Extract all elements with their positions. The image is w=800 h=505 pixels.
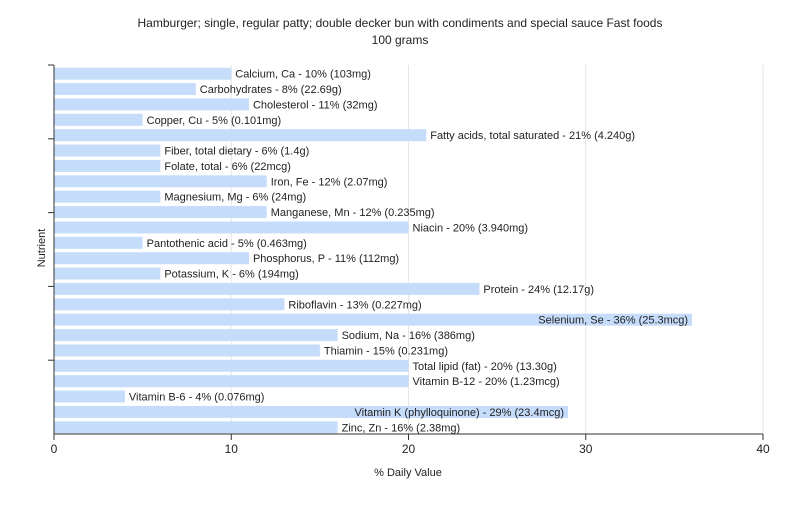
bar-label: Riboflavin - 13% (0.227mg) bbox=[288, 299, 421, 311]
bar bbox=[54, 421, 338, 434]
bar bbox=[54, 206, 267, 219]
bar-label: Total lipid (fat) - 20% (13.30g) bbox=[413, 361, 557, 373]
bar bbox=[54, 344, 320, 357]
bar bbox=[54, 221, 409, 234]
bar-label: Folate, total - 6% (22mcg) bbox=[164, 161, 291, 173]
x-tick-label: 0 bbox=[51, 442, 58, 456]
x-tick-label: 10 bbox=[225, 442, 239, 456]
bars: Calcium, Ca - 10% (103mg) Carbohydrates -… bbox=[54, 67, 693, 434]
bar bbox=[54, 390, 125, 403]
bar bbox=[54, 236, 143, 249]
bar bbox=[54, 144, 161, 157]
bar-label: Phosphorus, P - 11% (112mg) bbox=[253, 253, 399, 265]
bar-label: Sodium, Na - 16% (386mg) bbox=[342, 330, 475, 342]
bar bbox=[54, 298, 285, 311]
bar bbox=[54, 98, 249, 111]
bar-label: Protein - 24% (12.17g) bbox=[483, 284, 594, 296]
bar bbox=[54, 405, 569, 418]
bar bbox=[54, 313, 693, 326]
bar-label: Potassium, K - 6% (194mg) bbox=[164, 269, 299, 281]
bar-label: Niacin - 20% (3.940mg) bbox=[413, 222, 529, 234]
bar bbox=[54, 375, 409, 388]
bar-label: Fiber, total dietary - 6% (1.4g) bbox=[164, 146, 309, 158]
bar-label: Copper, Cu - 5% (0.101mg) bbox=[147, 115, 282, 127]
chart-subtitle: 100 grams bbox=[372, 33, 429, 47]
chart-title: Hamburger; single, regular patty; double… bbox=[138, 16, 663, 30]
bar-label: Cholesterol - 11% (32mg) bbox=[253, 99, 378, 111]
x-tick-label: 30 bbox=[579, 442, 593, 456]
bar bbox=[54, 159, 161, 172]
bar bbox=[54, 67, 232, 80]
bar bbox=[54, 252, 249, 265]
bar-label: Thiamin - 15% (0.231mg) bbox=[324, 345, 448, 357]
bar bbox=[54, 329, 338, 342]
bar-label: Magnesium, Mg - 6% (24mg) bbox=[164, 192, 306, 204]
bar-label: Zinc, Zn - 16% (2.38mg) bbox=[342, 422, 461, 434]
bar bbox=[54, 83, 196, 96]
bar-label: Calcium, Ca - 10% (103mg) bbox=[235, 69, 371, 81]
bar-label: Pantothenic acid - 5% (0.463mg) bbox=[147, 238, 307, 250]
bar-label: Vitamin K (phylloquinone) - 29% (23.4mcg… bbox=[355, 407, 565, 419]
bar-label: Iron, Fe - 12% (2.07mg) bbox=[271, 176, 388, 188]
bar bbox=[54, 113, 143, 126]
bar-label: Selenium, Se - 36% (25.3mcg) bbox=[538, 315, 688, 327]
y-axis-label: Nutrient bbox=[36, 229, 48, 268]
x-axis-label: % Daily Value bbox=[374, 467, 442, 479]
bar bbox=[54, 129, 427, 142]
x-tick-label: 40 bbox=[756, 442, 770, 456]
bar-label: Vitamin B-6 - 4% (0.076mg) bbox=[129, 392, 265, 404]
bar-label: Manganese, Mn - 12% (0.235mg) bbox=[271, 207, 435, 219]
bar-label: Carbohydrates - 8% (22.69g) bbox=[200, 84, 342, 96]
x-tick-label: 20 bbox=[402, 442, 416, 456]
gridlines bbox=[230, 65, 764, 434]
bar bbox=[54, 267, 161, 280]
bar bbox=[54, 190, 161, 203]
axes: 0 10 20 30 40 bbox=[48, 64, 770, 456]
bar bbox=[54, 359, 409, 372]
bar bbox=[54, 175, 267, 188]
bar-label: Fatty acids, total saturated - 21% (4.24… bbox=[430, 130, 635, 142]
bar-label: Vitamin B-12 - 20% (1.23mcg) bbox=[413, 376, 560, 388]
bar bbox=[54, 282, 480, 295]
